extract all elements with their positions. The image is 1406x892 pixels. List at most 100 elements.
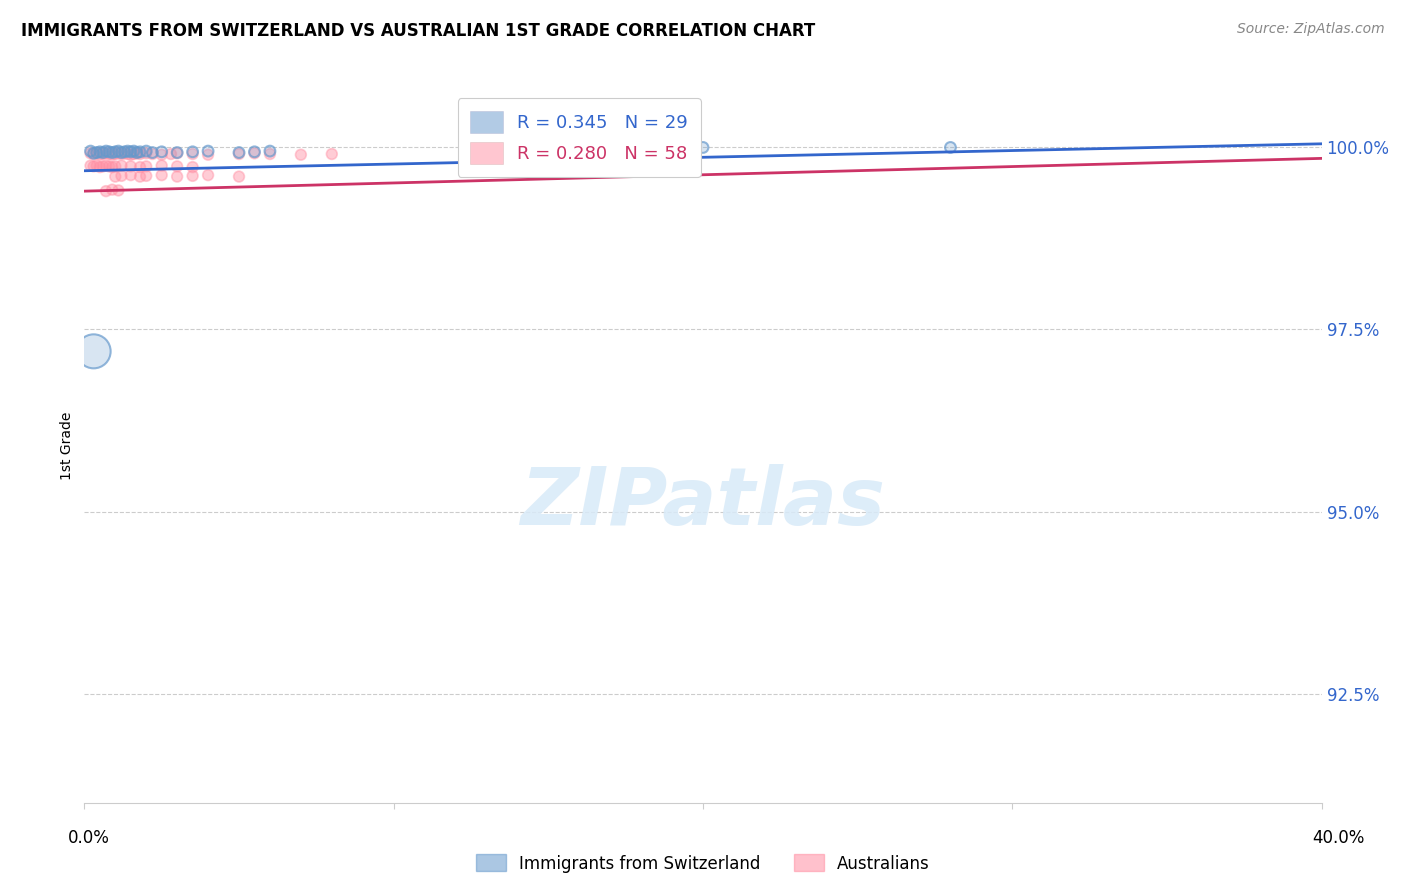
Point (197, 168, 219, 182)
Point (243, 145, 266, 159)
Point (91, 145, 114, 160)
Point (129, 169, 152, 184)
Point (135, 160, 157, 174)
Point (692, 140, 714, 154)
Point (166, 145, 188, 160)
Point (129, 160, 152, 174)
Point (120, 160, 142, 174)
Point (98, 160, 121, 174)
Point (104, 145, 127, 159)
Point (79, 159, 101, 173)
Point (135, 144, 157, 158)
Point (110, 169, 132, 183)
Text: IMMIGRANTS FROM SWITZERLAND VS AUSTRALIAN 1ST GRADE CORRELATION CHART: IMMIGRANTS FROM SWITZERLAND VS AUSTRALIA… (21, 22, 815, 40)
Point (197, 144, 219, 158)
Point (125, 146, 148, 161)
Point (83, 160, 105, 174)
Point (104, 169, 127, 184)
Point (125, 145, 148, 160)
Point (243, 146, 266, 161)
Point (107, 144, 129, 158)
Point (89, 145, 111, 159)
Point (83, 146, 105, 161)
Point (114, 145, 136, 159)
Point (79, 144, 101, 158)
Point (181, 145, 204, 159)
Point (91, 145, 114, 160)
Point (166, 160, 188, 174)
Point (107, 183, 129, 197)
Point (94, 144, 117, 158)
Point (104, 145, 127, 159)
Point (135, 146, 157, 161)
Point (86, 145, 108, 160)
Point (120, 147, 142, 161)
Point (91, 147, 114, 161)
Point (166, 169, 188, 184)
Point (122, 147, 145, 161)
Point (197, 147, 219, 161)
Point (150, 145, 173, 159)
Point (107, 146, 129, 161)
Point (141, 147, 163, 161)
Point (91, 160, 114, 174)
Point (94, 144, 117, 158)
Point (94, 146, 117, 161)
Point (129, 147, 152, 161)
Point (83, 146, 105, 161)
Text: Source: ZipAtlas.com: Source: ZipAtlas.com (1237, 22, 1385, 37)
Point (150, 168, 173, 182)
Point (166, 145, 188, 160)
Point (89, 147, 111, 161)
Point (89, 160, 111, 174)
Point (104, 160, 127, 174)
Point (122, 144, 145, 158)
Point (114, 145, 136, 159)
Point (89, 145, 111, 159)
Point (692, 140, 714, 154)
Point (98, 145, 121, 159)
Point (120, 168, 142, 182)
Point (939, 140, 962, 154)
Point (939, 140, 962, 154)
Point (181, 145, 204, 159)
Point (101, 145, 124, 160)
Point (129, 145, 152, 159)
Point (125, 145, 148, 160)
Point (259, 144, 281, 158)
Legend: R = 0.345   N = 29, R = 0.280   N = 58: R = 0.345 N = 29, R = 0.280 N = 58 (458, 98, 700, 177)
Point (94, 184, 117, 198)
Point (181, 169, 204, 183)
Point (117, 144, 139, 158)
Point (117, 144, 139, 158)
Point (79, 144, 101, 158)
Point (114, 146, 136, 161)
Point (135, 169, 157, 183)
Point (150, 159, 173, 173)
Point (181, 147, 204, 161)
Point (94, 159, 117, 173)
Point (120, 145, 142, 159)
Point (86, 159, 108, 173)
Point (166, 146, 188, 161)
Point (120, 145, 142, 159)
Legend: Immigrants from Switzerland, Australians: Immigrants from Switzerland, Australians (470, 847, 936, 880)
Point (110, 159, 132, 173)
Point (141, 145, 163, 160)
Point (101, 145, 124, 160)
Text: 0.0%: 0.0% (67, 829, 110, 847)
Text: 40.0%: 40.0% (1312, 829, 1365, 847)
Y-axis label: 1st Grade: 1st Grade (60, 412, 75, 480)
Point (321, 147, 343, 161)
Point (104, 147, 127, 161)
Point (86, 145, 108, 160)
Point (98, 145, 121, 159)
Point (101, 160, 124, 174)
Point (228, 145, 250, 160)
Point (228, 169, 250, 184)
Point (228, 145, 250, 160)
Point (117, 147, 139, 161)
Point (83, 344, 105, 359)
Point (83, 344, 105, 359)
Point (150, 147, 173, 161)
